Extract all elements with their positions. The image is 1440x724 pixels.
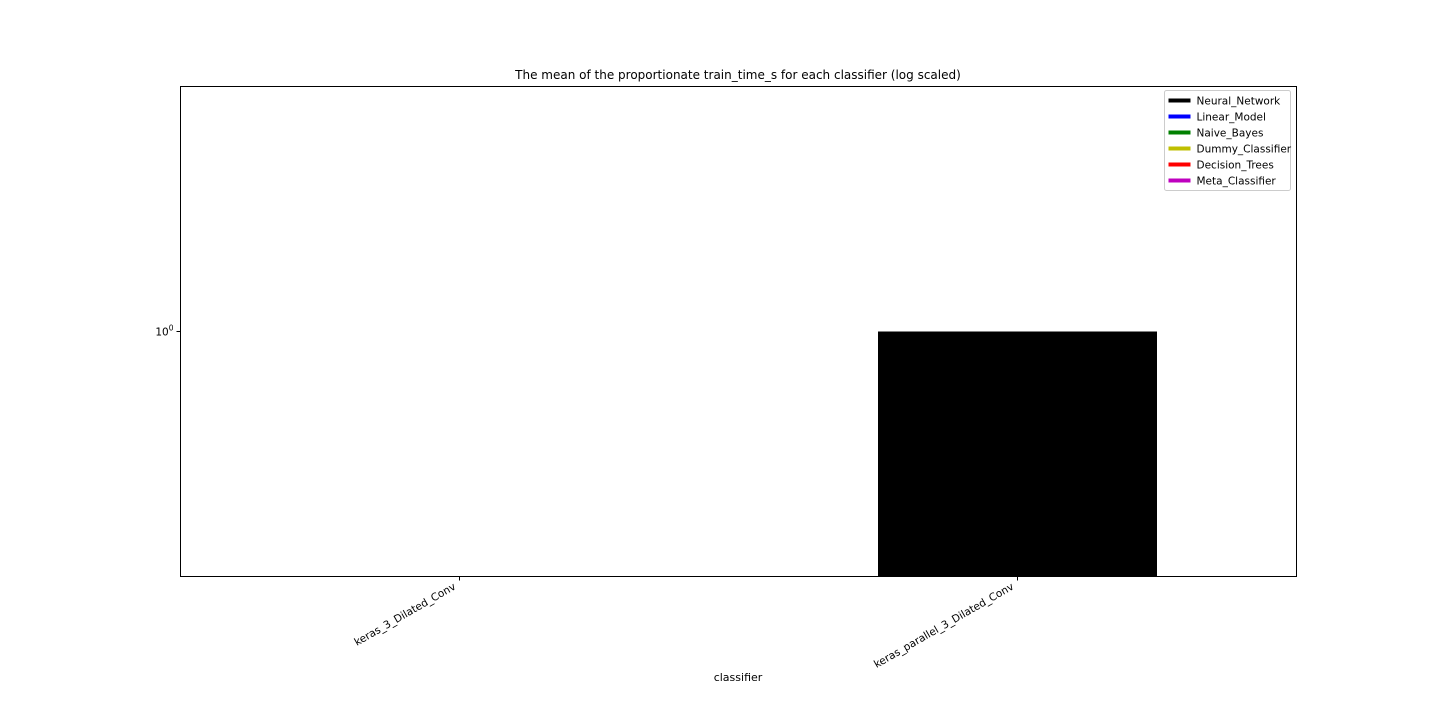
chart-title: The mean of the proportionate train_time… — [514, 68, 961, 82]
legend: Neural_Network Linear_Model Naive_Bayes Dum… — [1164, 90, 1292, 191]
legend-box — [1164, 90, 1291, 191]
legend-label-2: Naive_Bayes — [1197, 128, 1264, 140]
y-tick-label-0: 100 — [155, 324, 173, 339]
x-tick-label-0: keras_3_Dilated_Conv — [352, 581, 458, 649]
legend-label-1: Linear_Model — [1197, 112, 1266, 124]
x-axis-ticks: keras_3_Dilated_Conv keras_parallel_3_Dil… — [352, 576, 1018, 671]
bar-1 — [878, 331, 1157, 577]
legend-label-3: Dummy_Classifier — [1197, 144, 1292, 156]
plot-area — [878, 331, 1157, 577]
legend-label-5: Meta_Classifier — [1197, 176, 1277, 188]
legend-label-4: Decision_Trees — [1197, 160, 1274, 172]
legend-label-0: Neural_Network — [1197, 96, 1282, 108]
y-axis-ticks: 100 — [155, 324, 181, 339]
x-axis-label: classifier — [714, 671, 763, 684]
x-tick-label-1: keras_parallel_3_Dilated_Conv — [872, 581, 1016, 671]
